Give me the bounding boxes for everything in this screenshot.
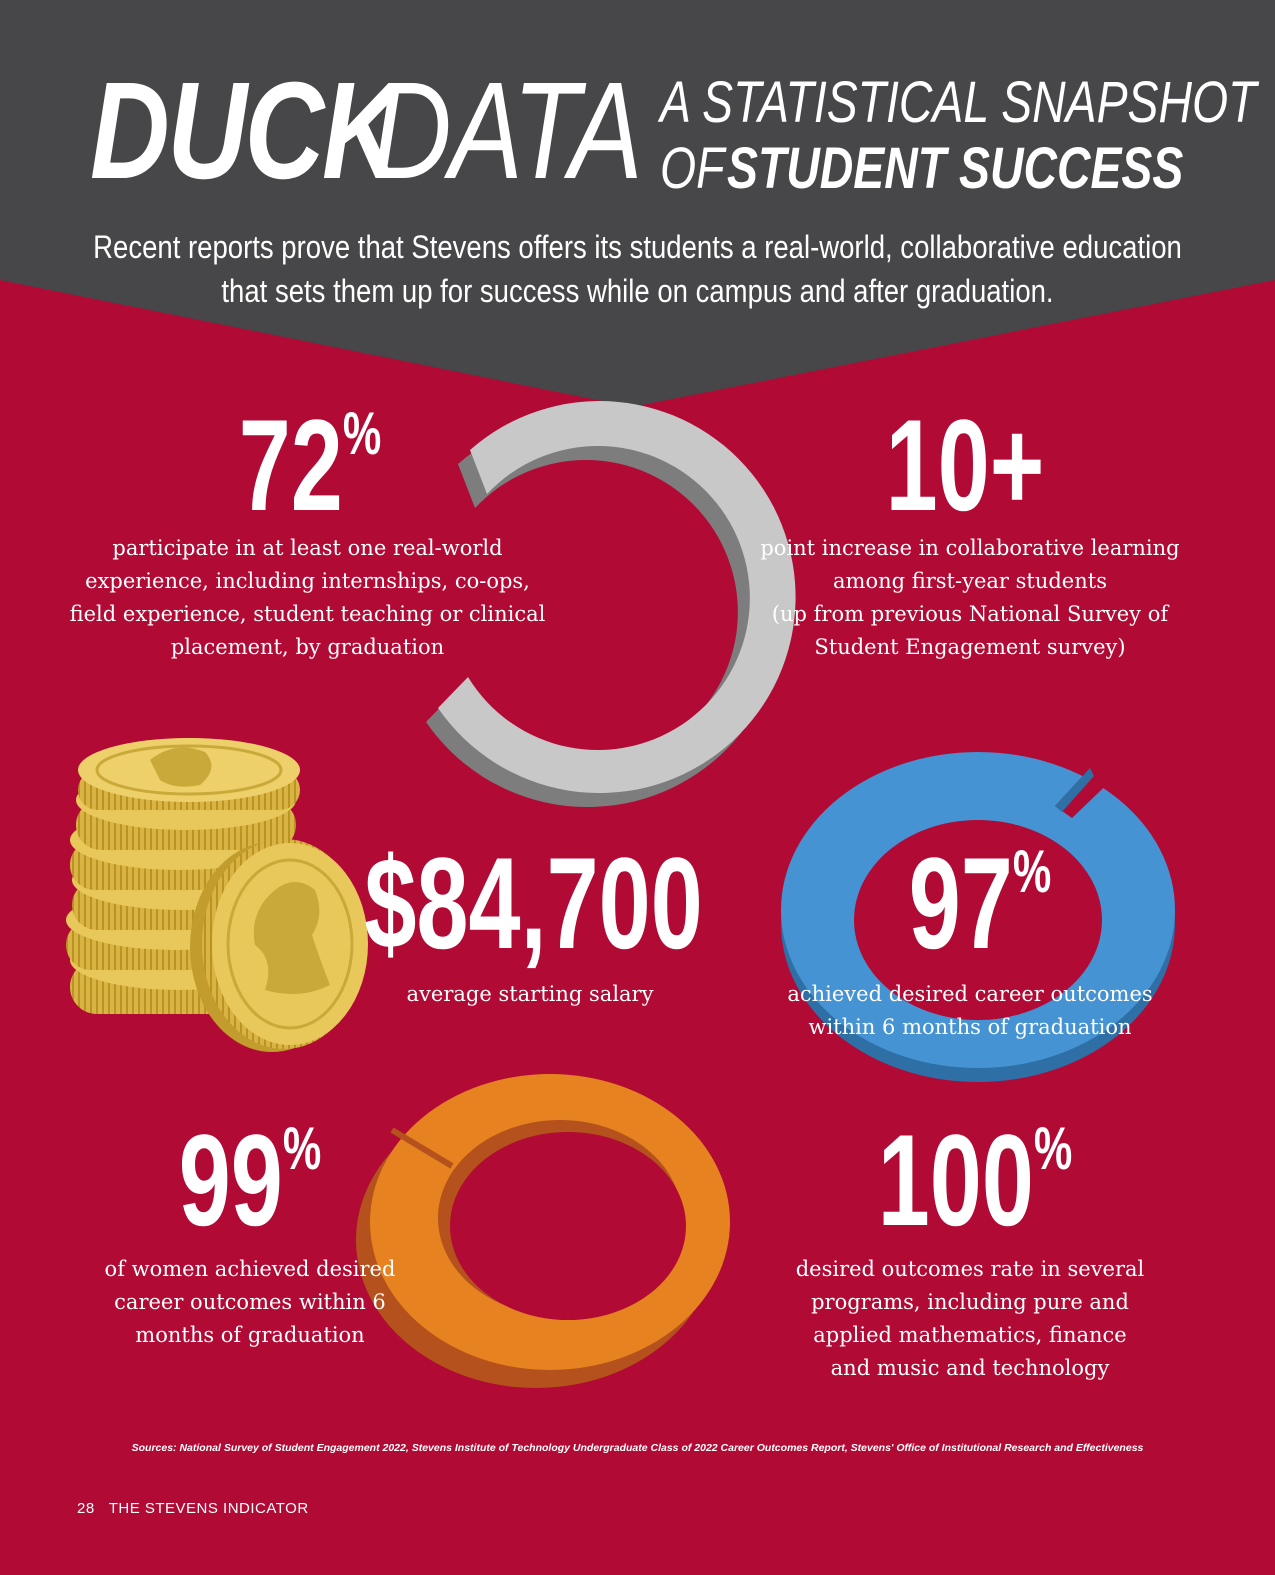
stat-collab-number: 10+ bbox=[885, 392, 1045, 538]
stat-women-number: 99% bbox=[178, 1107, 322, 1253]
subtitle-of: OF bbox=[660, 136, 725, 201]
stat-real-world-number: 72% bbox=[238, 392, 382, 538]
page-footer: 28 THE STEVENS INDICATOR bbox=[77, 1500, 309, 1517]
subtitle-student-success: STUDENT SUCCESS bbox=[727, 136, 1184, 201]
stat-women-desc: of women achieved desired career outcome… bbox=[104, 1257, 396, 1347]
title-duck: DUCK bbox=[90, 54, 402, 208]
orange-ring-graphic bbox=[356, 1074, 730, 1388]
stat-career-desc: achieved desired career outcomes within … bbox=[787, 982, 1153, 1039]
publication-name: THE STEVENS INDICATOR bbox=[108, 1500, 309, 1517]
stat-career-number: 97% bbox=[908, 830, 1052, 976]
stat-salary-desc: average starting salary bbox=[406, 982, 654, 1006]
intro-line2: that sets them up for success while on c… bbox=[221, 273, 1054, 309]
stat-salary-number: $84,700 bbox=[364, 830, 703, 976]
stat-programs-desc: desired outcomes rate in several program… bbox=[795, 1257, 1145, 1380]
intro-line1: Recent reports prove that Stevens offers… bbox=[93, 229, 1182, 265]
sources-note: Sources: National Survey of Student Enga… bbox=[131, 1442, 1144, 1454]
header-band bbox=[0, 0, 1275, 407]
subtitle-line1: A STATISTICAL SNAPSHOT bbox=[660, 70, 1257, 135]
blue-ring-graphic bbox=[781, 752, 1175, 1082]
stat-programs-number: 100% bbox=[877, 1107, 1073, 1253]
page-number: 28 bbox=[77, 1500, 95, 1517]
coin-stack-graphic bbox=[66, 738, 368, 1052]
stat-real-world-desc: participate in at least one real-world e… bbox=[69, 536, 546, 659]
stat-collab-desc: point increase in collaborative learning… bbox=[760, 536, 1180, 659]
title-data: DATA bbox=[372, 54, 643, 208]
